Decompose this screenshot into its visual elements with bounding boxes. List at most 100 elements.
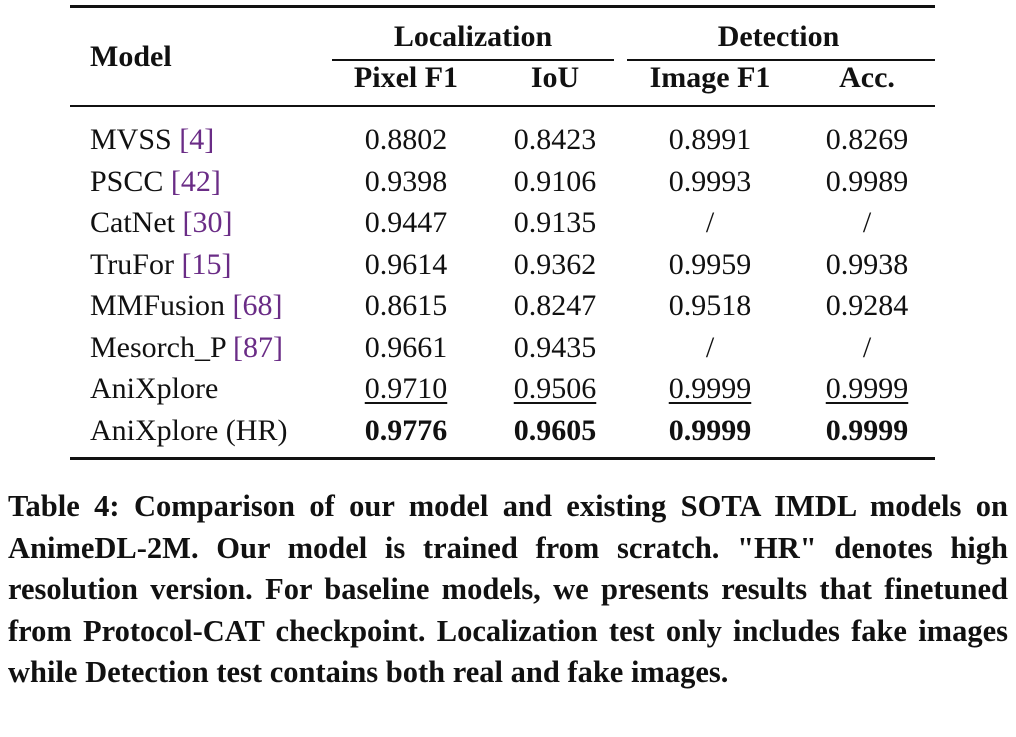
- cell-value: 0.9435: [513, 330, 597, 364]
- cell-value: 0.9135: [513, 206, 597, 239]
- cell-value: /: [705, 330, 715, 364]
- table-cell: 0.9710: [332, 372, 480, 406]
- table-cell: /: [635, 206, 785, 240]
- cell-value: 0.9989: [825, 164, 909, 198]
- table-cell: 0.9284: [802, 289, 932, 323]
- table-cell: 0.9959: [635, 248, 785, 282]
- cell-value: 0.8615: [364, 289, 448, 322]
- table-cell: 0.9776: [332, 414, 480, 448]
- cell-value: 0.9938: [825, 247, 909, 281]
- table-cell: 0.8269: [802, 123, 932, 157]
- cell-value: /: [862, 206, 872, 239]
- citation-link[interactable]: 42: [180, 164, 211, 198]
- table-cell: 0.8615: [332, 289, 480, 323]
- header-image-f1: Image F1: [649, 61, 771, 94]
- table-row-model: CatNet [30]: [90, 206, 232, 240]
- table-row-model: MVSS [4]: [90, 123, 214, 157]
- header-iou: IoU: [530, 61, 580, 94]
- model-name: Mesorch_P: [90, 330, 226, 364]
- table-cell: 0.9999: [635, 372, 785, 406]
- cell-value: 0.9106: [513, 164, 597, 198]
- cell-value: 0.9614: [364, 247, 448, 281]
- table-cell: 0.9398: [332, 165, 480, 199]
- citation-bracket: [: [174, 206, 193, 239]
- citation-bracket: ]: [272, 289, 283, 322]
- table-cell: /: [635, 331, 785, 365]
- cell-value: 0.9605: [513, 413, 597, 447]
- citation-bracket: ]: [204, 123, 215, 156]
- cell-value: 0.9518: [668, 289, 752, 322]
- header-group-localization: Localization: [393, 20, 553, 53]
- header-pixel-f1: Pixel F1: [353, 61, 459, 94]
- table-row-model: TruFor [15]: [90, 248, 231, 282]
- table-top-rule: [70, 5, 935, 8]
- cell-value: 0.9959: [668, 247, 752, 281]
- citation-link[interactable]: 87: [243, 330, 274, 364]
- cell-value: 0.9506: [513, 372, 597, 405]
- model-name: PSCC: [90, 164, 164, 198]
- cell-value: 0.9999: [825, 413, 909, 447]
- cell-value: 0.9999: [668, 413, 752, 447]
- header-rule: [70, 105, 935, 107]
- model-name: AniXplore (HR): [90, 413, 288, 447]
- table-cell: 0.9989: [802, 165, 932, 199]
- table-cell: 0.9362: [495, 248, 615, 282]
- cell-value: 0.9999: [668, 372, 752, 405]
- citation-link[interactable]: 4: [189, 123, 205, 156]
- table-cell: 0.9999: [802, 414, 932, 448]
- table-row-model: AniXplore (HR): [90, 414, 287, 448]
- table-cell: 0.9605: [495, 414, 615, 448]
- citation-bracket: ]: [273, 330, 284, 364]
- cell-value: 0.8269: [825, 123, 909, 156]
- citation-bracket: [: [171, 123, 190, 156]
- model-name: MMFusion: [90, 289, 226, 322]
- cell-value: 0.9661: [364, 330, 448, 364]
- table-cell: 0.9999: [635, 414, 785, 448]
- table-cell: /: [802, 331, 932, 365]
- localization-group-rule: [332, 59, 614, 61]
- header-group-detection: Detection: [717, 20, 840, 53]
- table-cell: 0.9506: [495, 372, 615, 406]
- table-cell: 0.9938: [802, 248, 932, 282]
- cell-value: 0.8247: [513, 289, 597, 322]
- table-cell: 0.9993: [635, 165, 785, 199]
- citation-bracket: [: [225, 289, 243, 322]
- table-cell: 0.9106: [495, 165, 615, 199]
- cell-value: 0.8802: [364, 123, 448, 156]
- citation-link[interactable]: 68: [242, 289, 273, 322]
- cell-value: 0.8423: [513, 123, 597, 156]
- cell-value: 0.9284: [825, 289, 909, 322]
- table-row-model: Mesorch_P [87]: [90, 331, 283, 365]
- cell-value: 0.9993: [668, 164, 752, 198]
- cell-value: 0.9999: [825, 372, 909, 405]
- table-cell: 0.9135: [495, 206, 615, 240]
- citation-bracket: [: [163, 164, 181, 198]
- table-bottom-rule: [70, 457, 935, 460]
- cell-value: 0.8991: [668, 123, 752, 156]
- model-name: MVSS: [90, 123, 172, 156]
- table-cell: 0.8991: [635, 123, 785, 157]
- table-cell: 0.9661: [332, 331, 480, 365]
- citation-link[interactable]: 30: [192, 206, 223, 239]
- detection-group-rule: [627, 59, 935, 61]
- table-row-model: AniXplore: [90, 372, 218, 406]
- citation-link[interactable]: 15: [191, 247, 222, 281]
- cell-value: 0.9710: [364, 372, 448, 405]
- cell-value: /: [705, 206, 715, 239]
- table-cell: 0.8423: [495, 123, 615, 157]
- citation-bracket: ]: [221, 247, 232, 281]
- cell-value: 0.9776: [364, 413, 448, 447]
- table-cell: 0.8247: [495, 289, 615, 323]
- table-caption: Table 4: Comparison of our model and exi…: [8, 489, 1008, 690]
- table-row-model: MMFusion [68]: [90, 289, 283, 323]
- table-row-model: PSCC [42]: [90, 165, 221, 199]
- table-cell: 0.9518: [635, 289, 785, 323]
- citation-bracket: ]: [222, 206, 233, 239]
- table-cell: /: [802, 206, 932, 240]
- citation-bracket: ]: [210, 164, 221, 198]
- table-cell: 0.9614: [332, 248, 480, 282]
- model-name: AniXplore: [90, 372, 219, 405]
- header-acc: Acc.: [839, 61, 895, 94]
- cell-value: 0.9362: [513, 247, 597, 281]
- header-model: Model: [90, 40, 172, 73]
